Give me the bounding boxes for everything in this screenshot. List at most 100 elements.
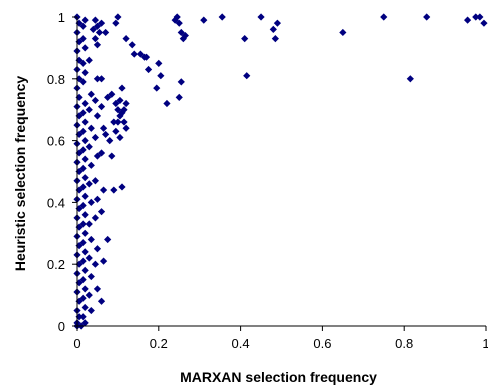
data-point (110, 186, 118, 194)
y-axis-ticks: 0 0.2 0.4 0.6 0.8 1 (47, 10, 77, 334)
data-point (423, 13, 431, 21)
data-point (175, 19, 183, 27)
data-point (79, 35, 87, 43)
data-point (87, 90, 95, 98)
data-point (81, 99, 89, 108)
data-point (81, 211, 89, 219)
data-point (91, 214, 100, 222)
data-point (269, 25, 277, 33)
data-point (102, 130, 110, 139)
data-point (87, 272, 95, 281)
data-point (75, 56, 83, 64)
data-point (81, 44, 89, 52)
data-point (108, 90, 116, 98)
data-point (153, 84, 161, 92)
data-point (75, 297, 83, 305)
data-point (91, 133, 100, 142)
data-point (87, 161, 95, 169)
data-point (93, 245, 102, 253)
data-point (122, 99, 130, 108)
data-point (85, 220, 93, 228)
data-point (273, 19, 282, 27)
data-point (116, 133, 124, 142)
data-point (81, 266, 89, 274)
data-point (406, 75, 414, 83)
y-tick-label: 0 (58, 319, 65, 334)
data-point (243, 72, 251, 80)
data-point (81, 155, 89, 163)
data-point (380, 13, 388, 21)
data-point (104, 235, 112, 244)
data-point (75, 19, 83, 27)
points-layer (73, 13, 488, 330)
y-tick-label: 0.4 (47, 195, 65, 210)
data-point (91, 35, 100, 43)
data-point (91, 96, 100, 105)
data-point (114, 13, 122, 21)
data-point (177, 78, 185, 86)
data-point (75, 260, 83, 268)
data-point (85, 56, 93, 64)
data-point (200, 16, 208, 24)
data-point (91, 177, 100, 185)
data-point (93, 75, 102, 83)
x-tick-label: 0.6 (313, 336, 331, 351)
data-point (144, 65, 153, 74)
data-point (118, 183, 126, 191)
data-point (93, 285, 102, 293)
data-point (81, 319, 89, 327)
data-point (81, 137, 89, 145)
data-point (85, 106, 93, 114)
axes (76, 17, 486, 327)
data-point (81, 174, 89, 182)
data-point (79, 164, 87, 173)
data-point (112, 19, 120, 27)
data-point (79, 238, 87, 247)
data-point (218, 13, 226, 21)
data-point (271, 35, 279, 43)
data-point (87, 124, 95, 132)
data-point (85, 254, 93, 262)
x-tick-label: 0 (73, 336, 80, 351)
data-point (87, 235, 95, 244)
data-point (79, 276, 87, 284)
data-point (99, 124, 108, 132)
data-point (79, 257, 87, 265)
data-point (85, 291, 93, 299)
data-point (463, 16, 472, 24)
x-tick-label: 0.8 (395, 336, 413, 351)
x-axis-title: MARXAN selection frequency (180, 369, 377, 385)
y-tick-label: 0.2 (47, 257, 65, 272)
y-axis-title: Heuristic selection frequency (12, 76, 28, 272)
data-point (257, 13, 265, 21)
data-point (75, 38, 83, 46)
data-point (79, 183, 87, 191)
data-point (79, 146, 87, 154)
data-point (93, 41, 102, 49)
data-point (97, 75, 106, 83)
data-point (75, 279, 83, 287)
data-point (79, 201, 87, 210)
data-point (163, 99, 171, 108)
data-point (81, 16, 89, 24)
data-point (97, 297, 106, 305)
data-point (79, 313, 87, 321)
data-point (157, 72, 165, 80)
data-point (97, 149, 106, 157)
data-point (128, 41, 136, 49)
data-point (118, 84, 126, 92)
data-point (339, 28, 347, 37)
data-point (130, 50, 138, 58)
data-point (81, 118, 89, 126)
data-point (91, 16, 100, 24)
data-point (79, 127, 87, 135)
data-point (75, 313, 83, 321)
data-point (181, 31, 189, 40)
data-point (95, 28, 104, 37)
data-point (155, 59, 163, 67)
data-point (79, 59, 87, 67)
data-point (79, 78, 87, 86)
data-point (79, 22, 87, 30)
data-point (110, 118, 118, 126)
